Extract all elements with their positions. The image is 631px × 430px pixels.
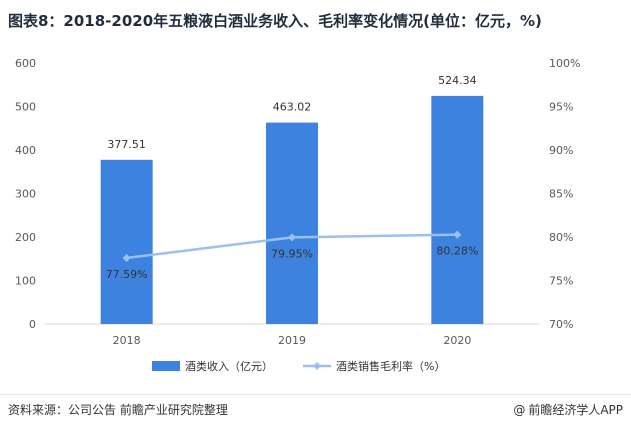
left-axis-tick-label: 100 [15,275,36,288]
line-series: 77.59% 79.95% 80.28% [106,230,478,281]
left-axis-tick-label: 300 [15,188,36,201]
left-axis-tick-label: 500 [15,101,36,114]
legend-label: 酒类销售毛利率（%） [336,359,445,373]
line-point-marker [288,233,296,242]
line-point-marker [453,230,462,239]
line-value-label: 77.59% [106,268,148,281]
right-axis-tick-label: 75% [549,275,573,288]
combo-chart: 0 100 200 300 400 500 600 70% 75% 80% 85% 90% 95% 10… [15,57,580,373]
x-axis-tick-label: 2018 [113,334,141,347]
legend-label: 酒类收入（亿元） [185,359,273,373]
legend-line-marker [313,362,321,370]
source-note: 资料来源：公司公告 前瞻产业研究院整理 [8,403,228,417]
brand-credit: @ 前瞻经济学人APP [513,401,623,418]
right-axis-tick-label: 80% [549,231,573,244]
bar-series: 377.51 463.02 524.34 [100,74,484,324]
legend-bar-swatch [152,361,180,371]
right-axis-tick-label: 95% [549,101,573,114]
brand-name: 前瞻经济学人APP [528,403,623,417]
line-point-marker [122,253,131,262]
legend: 酒类收入（亿元） 酒类销售毛利率（%） [152,359,445,373]
left-axis-tick-label: 200 [15,231,36,244]
bar [266,122,318,324]
at-icon: @ [513,402,526,417]
bar-value-label: 524.34 [438,74,477,87]
left-axis-tick-label: 400 [15,144,36,157]
x-axis-tick-label: 2020 [443,334,471,347]
left-y-axis: 0 100 200 300 400 500 600 [15,57,36,331]
right-y-axis: 70% 75% 80% 85% 90% 95% 100% [549,57,580,331]
bar-value-label: 377.51 [107,138,146,151]
right-axis-tick-label: 100% [549,57,580,70]
line-value-label: 79.95% [271,247,313,260]
footer-divider [0,394,631,395]
right-axis-tick-label: 70% [549,318,573,331]
bar-value-label: 463.02 [273,101,312,114]
chart-title: 图表8：2018-2020年五粮液白酒业务收入、毛利率变化情况(单位：亿元，%) [8,12,542,30]
right-axis-tick-label: 90% [549,144,573,157]
left-axis-tick-label: 600 [15,57,36,70]
bar [100,159,153,324]
bar [431,95,484,324]
x-axis-tick-label: 2019 [278,334,306,347]
x-axis-ticks: 2018 2019 2020 [113,334,472,347]
left-axis-tick-label: 0 [29,318,36,331]
line-value-label: 80.28% [436,245,478,258]
right-axis-tick-label: 85% [549,188,573,201]
